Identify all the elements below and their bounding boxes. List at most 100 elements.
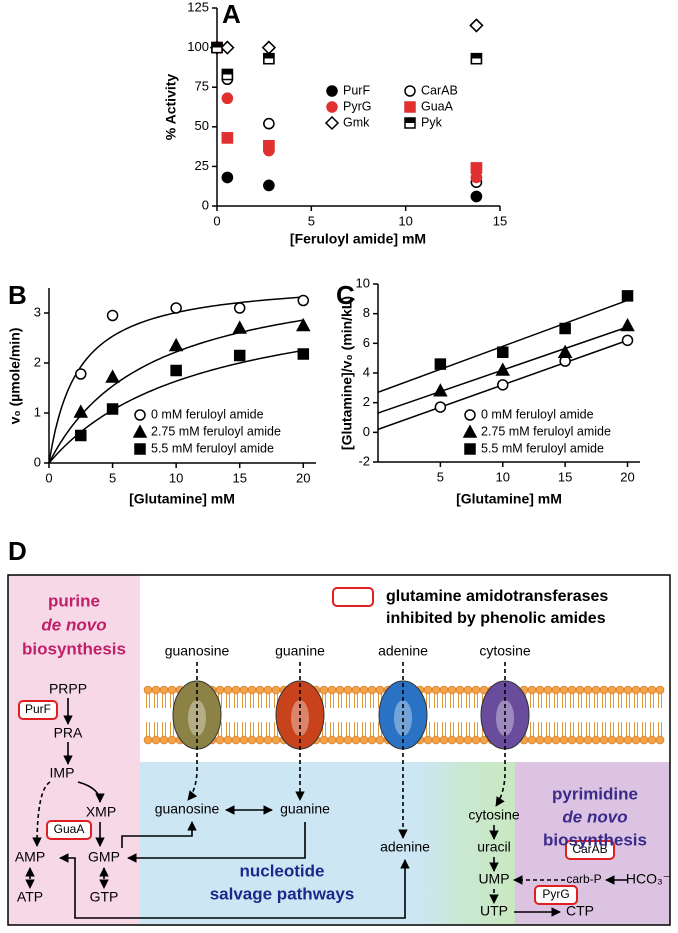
x-tick-label: 10 <box>496 469 510 484</box>
data-point <box>105 369 120 383</box>
y-tick-label: 2 <box>34 354 41 369</box>
lipid-head <box>239 735 249 745</box>
x-tick-label: 10 <box>398 213 412 228</box>
legend-text: inhibited by phenolic amides <box>386 610 606 627</box>
node: guanosine <box>155 801 220 817</box>
y-tick-label: 2 <box>363 394 370 409</box>
legend-label: GuaA <box>421 99 454 113</box>
legend-marker <box>464 409 476 421</box>
fit-curve <box>48 349 304 464</box>
panel-label: A <box>222 0 241 29</box>
data-point <box>170 364 182 377</box>
membrane <box>143 680 665 750</box>
data-point <box>559 322 571 335</box>
data-point <box>261 40 276 55</box>
lipid-head <box>223 735 233 745</box>
data-point <box>75 429 87 442</box>
lipid-head <box>271 735 281 745</box>
lipid-head <box>263 735 273 745</box>
x-tick-label: 15 <box>232 470 246 485</box>
y-axis-label: % Activity <box>163 74 179 141</box>
lipid-head <box>583 685 593 695</box>
data-point <box>470 162 483 174</box>
legend-marker <box>134 409 146 421</box>
lipid-head <box>223 685 233 695</box>
node: PRPP <box>49 681 87 697</box>
lipid-head <box>159 735 169 745</box>
lipid-head <box>447 735 457 745</box>
lipid-head <box>647 735 657 745</box>
x-tick-label: 15 <box>558 469 572 484</box>
enzyme: CarAB <box>572 842 607 856</box>
lipid-head <box>327 735 337 745</box>
lipid-head <box>255 685 265 695</box>
lipid-head <box>247 735 257 745</box>
lipid-head <box>143 685 153 695</box>
x-tick-label: 5 <box>437 469 444 484</box>
transported-label: cytosine <box>479 643 531 659</box>
lipid-head <box>463 685 473 695</box>
x-tick-label: 0 <box>45 470 52 485</box>
legend-marker <box>462 424 478 438</box>
legend-label: PyrG <box>343 99 371 113</box>
data-point <box>433 383 448 397</box>
lipid-head <box>343 735 353 745</box>
legend-marker <box>404 117 416 129</box>
lipid-head <box>159 685 169 695</box>
node: GMP <box>88 849 120 865</box>
legend-marker <box>464 443 476 455</box>
lipid-head <box>647 685 657 695</box>
lipid-head <box>143 735 153 745</box>
lipid-head <box>359 735 369 745</box>
data-point <box>620 317 635 332</box>
node: ATP <box>17 889 43 905</box>
lipid-head <box>319 685 329 695</box>
lipid-head <box>623 685 633 695</box>
lipid-head <box>583 735 593 745</box>
lipid-head <box>599 735 609 745</box>
region-title: biosynthesis <box>22 639 126 658</box>
data-point <box>233 349 246 362</box>
x-tick-label: 5 <box>109 470 116 485</box>
x-axis-label: [Feruloyl amide] mM <box>290 231 426 247</box>
y-tick-label: -2 <box>358 453 370 468</box>
y-axis-label: [Glutamine]/v₀ (min/kL) <box>339 296 355 450</box>
y-tick-label: 0 <box>34 454 41 469</box>
x-tick-label: 15 <box>493 213 507 228</box>
lipid-head <box>655 735 665 745</box>
node: HCO₃⁻ <box>626 871 670 887</box>
region-title: pyrimidine <box>552 784 638 803</box>
legend-label: 0 mM feruloyl amide <box>151 407 264 421</box>
data-point <box>497 379 509 391</box>
enzyme: PurF <box>25 702 51 716</box>
y-tick-label: 6 <box>363 335 370 350</box>
lipid-head <box>543 685 553 695</box>
lipid-head <box>343 685 353 695</box>
region-title: nucleotide <box>239 861 324 880</box>
legend-marker <box>404 101 416 113</box>
data-point <box>434 401 447 413</box>
data-point <box>106 403 119 415</box>
legend-label: Gmk <box>343 115 370 129</box>
lipid-head <box>239 685 249 695</box>
data-point <box>495 362 511 376</box>
lipid-head <box>591 685 601 695</box>
lipid-head <box>631 685 641 695</box>
lipid-head <box>335 685 345 695</box>
node: guanine <box>280 801 330 817</box>
lipid-head <box>575 735 585 745</box>
lipid-head <box>375 735 385 745</box>
legend-marker <box>134 443 146 455</box>
node: adenine <box>380 839 430 855</box>
data-point <box>263 52 275 65</box>
data-point <box>621 290 634 302</box>
node: IMP <box>50 765 75 781</box>
y-tick-label: 3 <box>34 304 41 319</box>
lipid-head <box>247 685 257 695</box>
lipid-head <box>447 685 457 695</box>
y-tick-label: 75 <box>195 79 209 94</box>
lipid-head <box>439 735 449 745</box>
lipid-head <box>367 735 377 745</box>
lipid-head <box>319 735 329 745</box>
legend-box <box>332 587 374 607</box>
